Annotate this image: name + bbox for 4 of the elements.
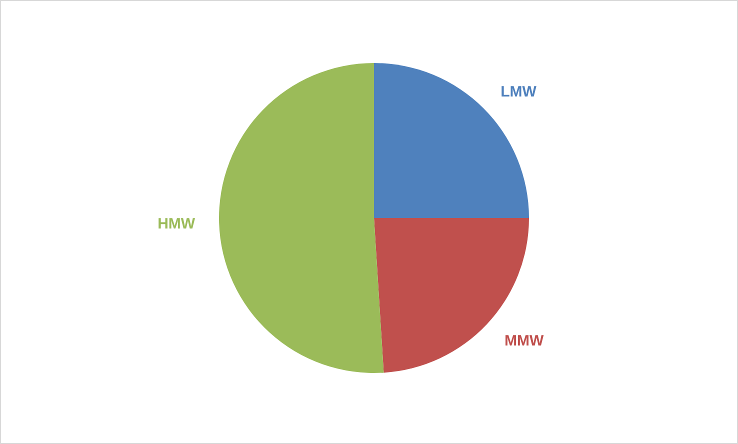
slice-label: MMW	[504, 332, 544, 350]
pie-slice	[219, 63, 384, 373]
slice-label: LMW	[500, 83, 538, 100]
slice-label: HMW	[158, 216, 196, 233]
